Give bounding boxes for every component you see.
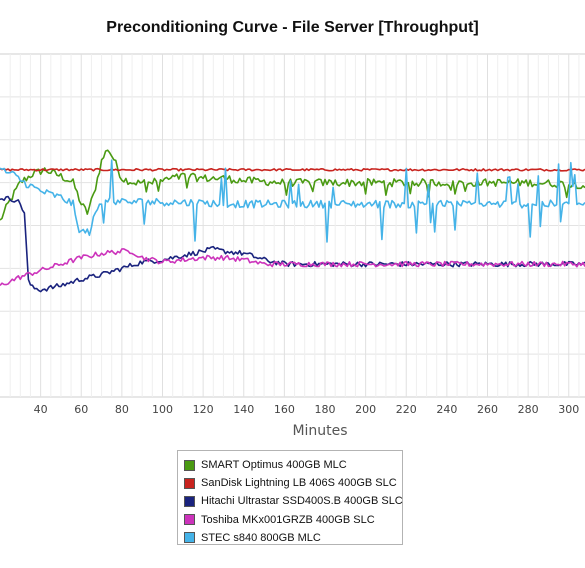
x-tick-label-220: 220 xyxy=(396,403,417,416)
legend-label: STEC s840 800GB MLC xyxy=(201,531,321,544)
legend-swatch xyxy=(184,477,195,489)
chart-title: Preconditioning Curve - File Server [Thr… xyxy=(106,19,479,36)
x-tick-label-240: 240 xyxy=(436,403,457,416)
legend-label: SanDisk Lightning LB 406S 400GB SLC xyxy=(201,477,397,490)
legend-label: Hitachi Ultrastar SSD400S.B 400GB SLC xyxy=(201,495,403,508)
x-tick-label-160: 160 xyxy=(274,403,295,416)
x-tick-label-140: 140 xyxy=(233,403,254,416)
series-line-0 xyxy=(0,149,585,221)
legend-item-3: Toshiba MKx001GRZB 400GB SLC xyxy=(184,511,402,529)
x-tick-labels: 40 60 80 100 120 140 160 180 200 220 240 260 280 300 xyxy=(34,403,580,416)
x-tick-label-200: 200 xyxy=(355,403,376,416)
legend: SMART Optimus 400GB MLC SanDisk Lightning… xyxy=(177,450,403,545)
series-lines xyxy=(0,149,585,293)
x-tick-label-280: 280 xyxy=(518,403,539,416)
x-tick-label-300: 300 xyxy=(558,403,579,416)
legend-label: SMART Optimus 400GB MLC xyxy=(201,459,347,472)
legend-swatch xyxy=(184,532,195,544)
x-axis-label: Minutes xyxy=(292,423,348,439)
x-tick-label-80: 80 xyxy=(115,403,129,416)
x-tick-label-120: 120 xyxy=(193,403,214,416)
legend-swatch xyxy=(184,514,195,526)
x-tick-label-180: 180 xyxy=(315,403,336,416)
legend-item-0: SMART Optimus 400GB MLC xyxy=(184,456,402,474)
grid xyxy=(0,53,585,398)
series-line-3 xyxy=(0,248,585,287)
legend-label: Toshiba MKx001GRZB 400GB SLC xyxy=(201,513,375,526)
legend-swatch xyxy=(184,459,195,471)
x-tick-label-100: 100 xyxy=(152,403,173,416)
legend-item-4: STEC s840 800GB MLC xyxy=(184,529,402,547)
legend-item-1: SanDisk Lightning LB 406S 400GB SLC xyxy=(184,474,402,492)
x-tick-label-40: 40 xyxy=(34,403,48,416)
series-line-4 xyxy=(0,159,585,243)
x-tick-label-260: 260 xyxy=(477,403,498,416)
series-line-1 xyxy=(0,167,585,172)
legend-swatch xyxy=(184,495,195,507)
legend-item-2: Hitachi Ultrastar SSD400S.B 400GB SLC xyxy=(184,492,403,510)
x-tick-label-60: 60 xyxy=(74,403,88,416)
